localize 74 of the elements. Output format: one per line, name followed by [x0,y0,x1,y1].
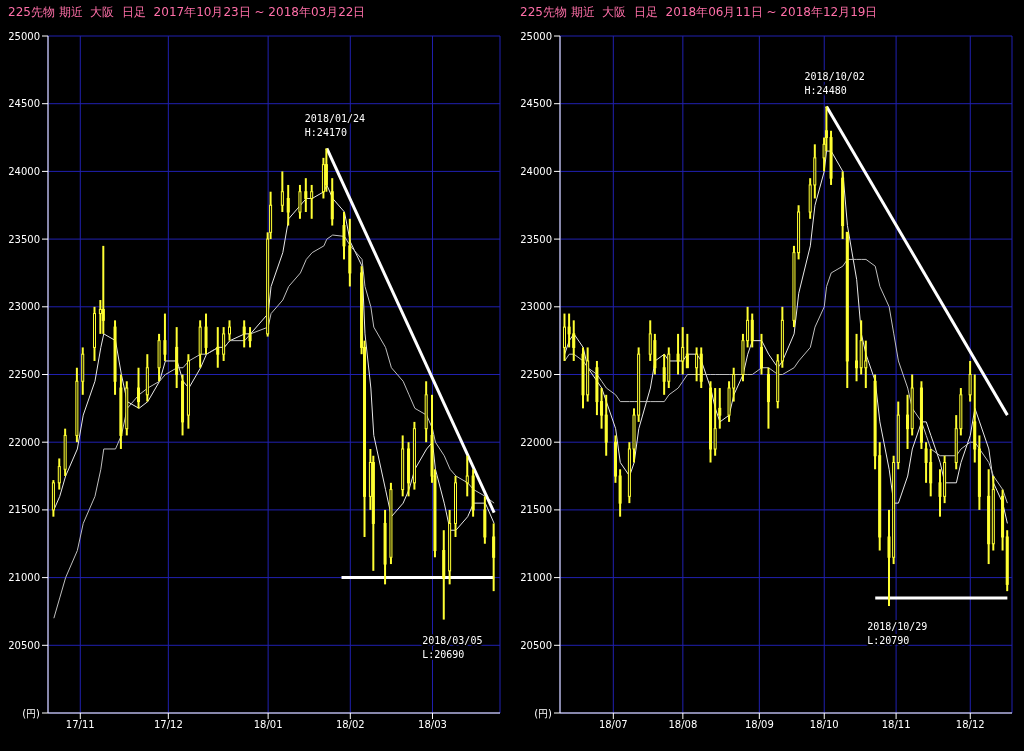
y-tick-label: 20500 [520,639,552,651]
candlestick [906,393,910,450]
y-tick-label: 24000 [8,165,40,177]
y-tick-label: 20500 [8,639,40,651]
candlestick [216,326,220,369]
y-tick-label: (円) [534,707,553,719]
x-tick-label: 18/08 [668,719,698,731]
candlestick [864,339,868,390]
candlestick [750,312,754,349]
y-tick-label: 22000 [520,436,552,448]
candlestick [163,312,167,362]
candlestick [310,183,314,220]
x-tick-label: 18/11 [881,719,911,731]
x-tick-label: 18/09 [744,719,774,731]
candlestick [718,387,722,430]
y-tick-label: 23500 [8,233,40,245]
candlestick [204,312,208,356]
y-tick-label: 24500 [8,98,40,110]
y-tick-label: 24000 [520,165,552,177]
candlestick [137,366,141,410]
chart-title: 225先物 期近 大阪 日足 2018年06月11日 ~ 2018年12月19日 [519,4,879,21]
y-tick-label: 22000 [8,436,40,448]
y-tick-label: 23500 [520,233,552,245]
y-tick-label: 23000 [520,301,552,313]
candlestick [685,332,689,369]
candlestick [855,332,859,383]
x-tick-label: 17/12 [153,719,183,731]
y-tick-label: (円) [22,707,41,719]
y-tick-label: 21500 [8,504,40,516]
candlestick [304,177,308,214]
candlestick [222,326,226,362]
y-tick-label: 21000 [8,572,40,584]
y-tick-label: 25000 [8,30,40,42]
x-tick-label: 17/11 [65,719,95,731]
y-tick-label: 25000 [520,30,552,42]
candlestick [662,353,666,396]
x-tick-label: 18/03 [418,719,447,731]
candlestick [465,454,469,498]
candlestick [567,312,571,349]
candlestick [248,326,252,349]
x-tick-label: 18/01 [253,719,283,731]
annotation: 2018/01/24 H:24170 [304,113,366,139]
candlestick [242,319,246,349]
line-series [564,258,1008,504]
candlestick [713,387,717,457]
candlestick [709,380,713,464]
candlestick [280,170,284,214]
candlestick [968,359,972,403]
candlestick [676,332,680,376]
candlestick [695,346,699,383]
y-tick-label: 21000 [520,572,552,584]
candlestick [454,475,458,538]
candlestick [760,332,763,376]
annotation: 2018/10/29 L:20790 [867,621,928,647]
chart-title: 225先物 期近 大阪 日足 2017年10月23日 ~ 2018年03月22日 [7,4,367,21]
annotation: 2018/10/02 H:24480 [804,71,865,97]
candlestick [342,211,346,261]
candlestick [298,183,302,220]
y-tick-label: 22500 [8,369,40,381]
y-tick-label: 22500 [520,369,552,381]
y-tick-label: 23000 [8,301,40,313]
candlestick [286,183,290,227]
candlestick [57,457,61,491]
candlestick [924,441,928,484]
candlestick [92,305,96,362]
y-tick-label: 24500 [520,98,552,110]
x-tick-label: 18/12 [955,719,985,731]
x-tick-label: 18/10 [809,719,839,731]
candlestick [101,244,105,335]
y-tick-label: 21500 [520,504,552,516]
x-tick-label: 18/02 [335,719,365,731]
candlestick [228,319,232,342]
x-tick-label: 18/07 [598,719,628,731]
candlestick [492,522,496,593]
